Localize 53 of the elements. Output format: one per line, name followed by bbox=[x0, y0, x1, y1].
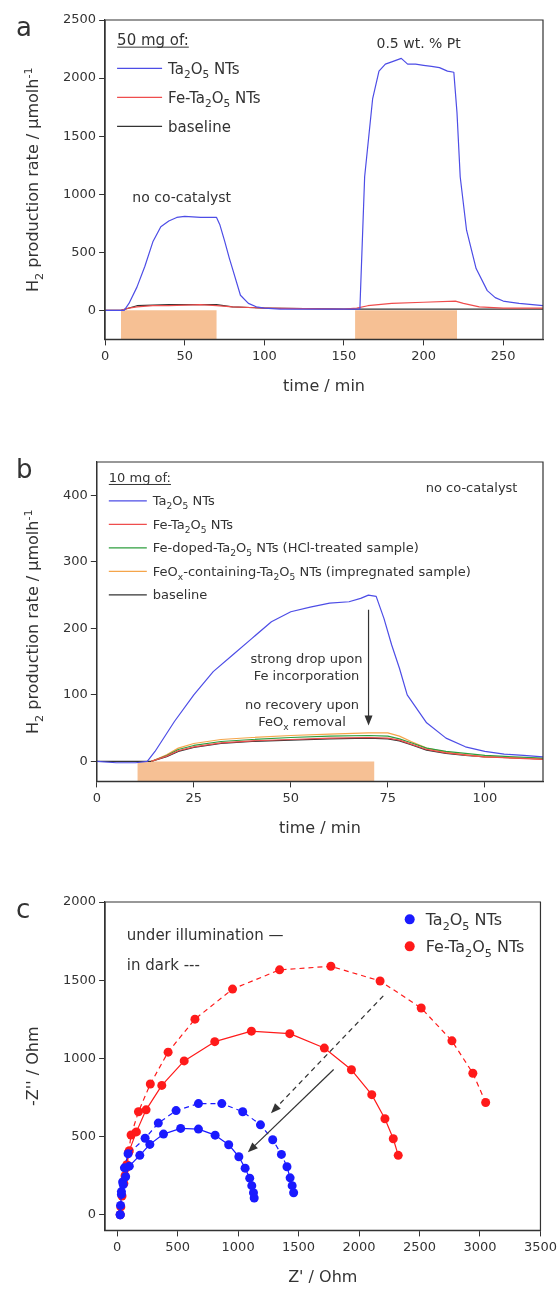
y-axis-title: H2 production rate / µmolh-1 bbox=[21, 509, 46, 734]
legend-label: baseline bbox=[168, 117, 231, 136]
chart-title: c bbox=[16, 894, 31, 924]
x-tick-label: 2500 bbox=[402, 1238, 437, 1254]
x-tick-label: 100 bbox=[472, 789, 498, 805]
y-tick-label: 0 bbox=[79, 752, 88, 768]
y-tick-label: 500 bbox=[71, 1127, 97, 1143]
y-axis-title: -Z'' / Ohm bbox=[23, 1026, 42, 1106]
annotation: under illumination — bbox=[126, 926, 284, 945]
legend-title: 10 mg of: bbox=[108, 469, 171, 485]
annotation: 0.5 wt. % Pt bbox=[376, 35, 462, 52]
annotation: no co-catalyst bbox=[425, 480, 518, 496]
legend-label: baseline bbox=[152, 587, 208, 603]
legend-title: 50 mg of: bbox=[117, 30, 189, 49]
x-axis-title: time / min bbox=[283, 376, 365, 396]
y-tick-label: 0 bbox=[87, 301, 97, 317]
x-tick-label: 150 bbox=[331, 347, 357, 363]
y-tick-label: 2500 bbox=[62, 11, 97, 27]
x-tick-label: 3500 bbox=[523, 1238, 557, 1254]
y-tick-label: 1500 bbox=[62, 127, 97, 143]
y-tick-label: 2000 bbox=[62, 69, 97, 85]
x-tick-label: 75 bbox=[379, 789, 397, 805]
x-tick-label: 1000 bbox=[221, 1238, 255, 1254]
chart-title: a bbox=[16, 12, 32, 42]
x-tick-label: 250 bbox=[490, 347, 516, 363]
x-tick-label: 25 bbox=[185, 789, 203, 805]
x-tick-label: 2000 bbox=[342, 1238, 376, 1254]
x-axis-title: time / min bbox=[278, 818, 361, 838]
annotation: in dark --- bbox=[126, 955, 200, 974]
y-tick-label: 1500 bbox=[62, 971, 97, 987]
x-tick-label: 100 bbox=[251, 347, 277, 363]
annotation: strong drop upon Fe incorporation bbox=[250, 651, 363, 684]
x-tick-label: 500 bbox=[165, 1238, 191, 1254]
y-tick-label: 1000 bbox=[62, 185, 97, 201]
x-tick-label: 200 bbox=[411, 347, 436, 363]
x-tick-label: 1500 bbox=[282, 1238, 316, 1254]
x-axis-title: Z' / Ohm bbox=[288, 1267, 358, 1287]
y-tick-label: 100 bbox=[62, 686, 88, 702]
y-axis-title: H2 production rate / µmolh-1 bbox=[21, 67, 46, 292]
y-tick-label: 1000 bbox=[62, 1049, 97, 1065]
annotation: no co-catalyst bbox=[132, 188, 232, 205]
x-tick-label: 0 bbox=[113, 1238, 122, 1254]
chart-title: b bbox=[16, 454, 33, 484]
y-tick-label: 200 bbox=[62, 619, 88, 635]
x-tick-label: 50 bbox=[282, 789, 300, 805]
y-tick-label: 400 bbox=[62, 486, 88, 502]
x-tick-label: 50 bbox=[176, 347, 193, 363]
y-tick-label: 0 bbox=[87, 1206, 97, 1222]
y-tick-label: 300 bbox=[62, 553, 88, 569]
y-tick-label: 500 bbox=[71, 243, 97, 259]
y-tick-label: 2000 bbox=[62, 893, 97, 909]
x-tick-label: 0 bbox=[100, 347, 110, 363]
x-tick-label: 3000 bbox=[463, 1238, 497, 1254]
